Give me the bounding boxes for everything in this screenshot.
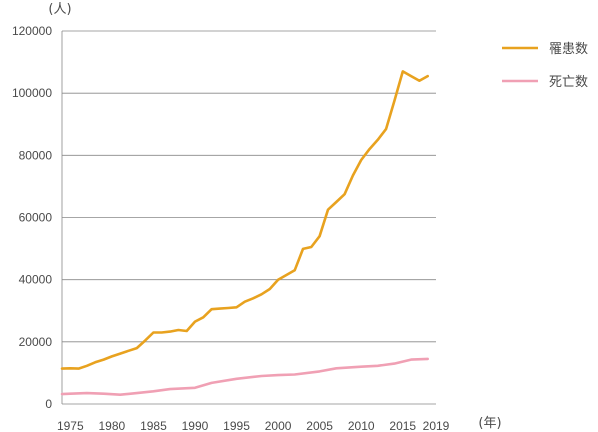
series-line-0	[60, 70, 429, 370]
x-tick-label: 2010	[348, 419, 375, 432]
x-tick-label: 2015	[389, 419, 416, 432]
legend-label-1: 死亡数	[549, 75, 588, 90]
y-axis-ticks: 0 20000 40000 60000 80000 100000 120000	[12, 24, 52, 411]
y-tick-label: 100000	[12, 86, 52, 100]
x-tick-label: 1990	[182, 419, 209, 432]
y-tick-label: 60000	[19, 211, 53, 225]
series-lines	[60, 70, 429, 396]
x-tick-label: 1980	[99, 419, 126, 432]
y-axis-unit: (人)	[48, 2, 71, 17]
x-axis-ticks: 1975 1980 1985 1990 1995 2000 2005 2010 2015 2019	[57, 419, 450, 432]
x-axis-unit: (年)	[478, 416, 501, 431]
x-tick-label: 2005	[306, 419, 333, 432]
y-tick-label: 80000	[19, 148, 53, 162]
x-tick-label: 2019	[423, 419, 450, 432]
y-tick-label: 20000	[19, 335, 53, 349]
y-tick-label: 40000	[19, 273, 53, 287]
gridlines	[61, 30, 436, 405]
series-line-1	[60, 357, 429, 396]
x-tick-label: 1985	[140, 419, 167, 432]
y-tick-label: 0	[45, 397, 52, 411]
y-tick-label: 120000	[12, 24, 52, 38]
legend-label-0: 罹患数	[549, 42, 588, 57]
x-tick-label: 2000	[265, 419, 292, 432]
x-tick-label: 1975	[57, 419, 84, 432]
x-tick-label: 1995	[223, 419, 250, 432]
